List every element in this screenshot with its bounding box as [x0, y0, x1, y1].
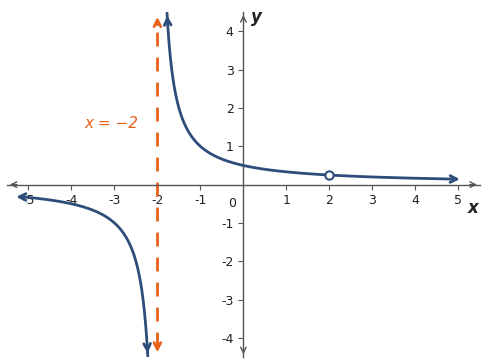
Text: y: y [251, 8, 262, 26]
Text: 0: 0 [227, 197, 236, 210]
Text: x: x [468, 199, 479, 217]
Text: x = −2: x = −2 [84, 116, 138, 131]
